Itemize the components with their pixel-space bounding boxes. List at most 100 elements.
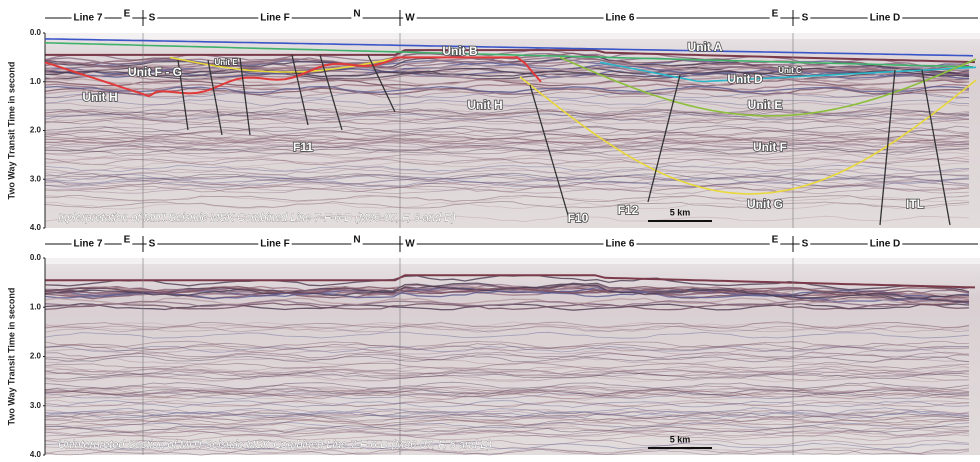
reflector	[44, 386, 970, 395]
reflector	[44, 215, 970, 223]
header-label-bg	[867, 12, 903, 24]
reflector	[44, 357, 970, 366]
header-label: Line F	[260, 13, 289, 24]
seafloor	[45, 49, 976, 64]
fault	[177, 59, 189, 131]
reflector	[44, 439, 970, 447]
fault	[921, 69, 951, 226]
reflector	[44, 392, 970, 400]
fault	[207, 59, 223, 136]
unit-label: Unit B	[442, 44, 478, 58]
reflector	[44, 325, 970, 333]
reflector	[44, 323, 970, 331]
reflector	[44, 130, 970, 138]
reflector	[45, 183, 970, 192]
reflector	[44, 153, 970, 161]
reflector	[44, 321, 970, 329]
reflector	[44, 419, 970, 428]
reflector	[44, 400, 970, 408]
reflector	[44, 118, 970, 126]
header-label: Line 7	[74, 239, 103, 250]
reflector	[44, 148, 970, 156]
reflector	[44, 448, 970, 456]
unit-label: Unit A	[688, 40, 723, 54]
scale-label: 5 km	[670, 434, 691, 444]
header-label: S	[149, 239, 156, 250]
reflector	[44, 407, 970, 415]
reflector	[44, 422, 970, 431]
reflector	[44, 372, 970, 380]
reflector	[44, 287, 970, 305]
header-label-bg	[769, 238, 781, 250]
unit-label: Unit D	[727, 72, 763, 86]
reflector	[44, 390, 970, 399]
reflector	[44, 110, 970, 119]
unit-label: Unit H	[467, 98, 502, 112]
reflector	[45, 414, 970, 422]
header-label: W	[405, 13, 415, 24]
reflector	[44, 365, 969, 374]
reflector	[44, 299, 970, 308]
reflector	[44, 427, 970, 435]
header-label-bg	[769, 12, 781, 24]
reflector	[44, 201, 970, 209]
caption: Uninterpreted Section of MITI Seismic MS…	[58, 439, 492, 451]
reflector	[44, 108, 970, 117]
reflector	[44, 412, 970, 421]
reflector	[44, 448, 970, 456]
reflector	[44, 342, 970, 351]
unit-label: F10	[568, 211, 589, 225]
reflector	[44, 388, 970, 396]
reflector	[44, 283, 970, 303]
reflector	[44, 202, 970, 210]
reflector	[44, 133, 970, 141]
fault	[291, 54, 309, 126]
reflector	[44, 145, 970, 153]
reflector	[44, 374, 970, 382]
reflector	[44, 138, 970, 145]
reflector	[44, 381, 970, 390]
reflector	[44, 78, 970, 87]
reflector	[44, 417, 970, 426]
reflector	[44, 147, 970, 155]
fault	[239, 57, 251, 136]
reflector	[44, 125, 970, 133]
header-label: E	[772, 235, 779, 246]
reflector	[44, 369, 970, 378]
header-label: Line F	[260, 239, 289, 250]
reflector	[44, 351, 970, 359]
header-label: E	[124, 9, 131, 20]
reflector	[44, 85, 970, 94]
reflector	[45, 173, 970, 182]
reflector	[44, 182, 970, 190]
reflector	[44, 425, 970, 433]
reflector	[44, 286, 970, 295]
horizon	[44, 56, 542, 98]
reflector	[44, 178, 970, 186]
header-label-bg	[121, 12, 133, 24]
reflector	[44, 145, 970, 154]
header-label: Line 6	[606, 239, 635, 250]
reflector	[44, 143, 970, 152]
reflector	[44, 389, 970, 397]
unit-label: Unit H	[82, 90, 117, 104]
unit-label: Unit E	[214, 58, 238, 67]
reflector	[44, 352, 970, 361]
reflector	[44, 83, 970, 92]
header-label-bg	[403, 12, 417, 24]
reflector	[44, 428, 970, 437]
reflector	[44, 384, 970, 393]
horizon	[44, 38, 974, 57]
reflector	[44, 58, 970, 70]
reflector	[44, 175, 970, 183]
reflector	[44, 302, 970, 311]
reflector	[44, 160, 970, 168]
reflector	[44, 355, 970, 363]
reflector	[44, 430, 970, 438]
fault	[367, 54, 396, 113]
reflector	[44, 385, 970, 394]
reflector	[44, 187, 970, 195]
header-label-bg	[258, 238, 292, 250]
reflector	[44, 430, 970, 438]
